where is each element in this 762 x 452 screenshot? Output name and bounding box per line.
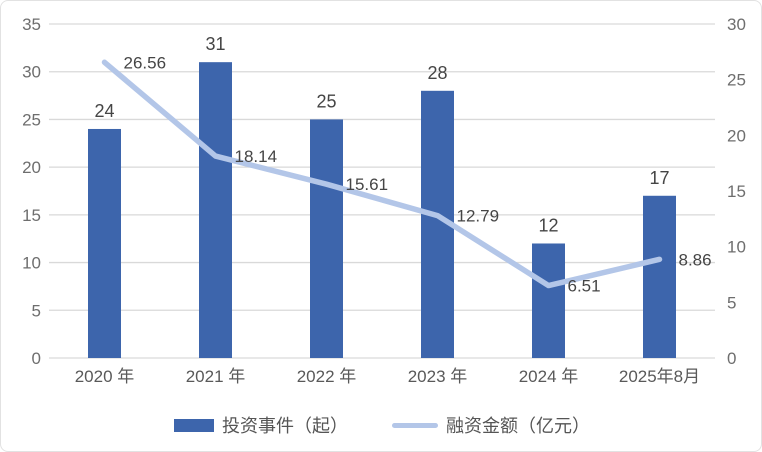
x-axis-category-label: 2020 年 — [75, 367, 135, 386]
legend-item-bar-series: 投资事件（起） — [174, 412, 348, 438]
bar-data-label: 28 — [427, 63, 447, 83]
bar-data-label: 24 — [94, 101, 114, 121]
line-data-label: 8.86 — [679, 250, 712, 269]
left-axis-tick-label: 15 — [22, 206, 41, 225]
line-data-label: 26.56 — [124, 53, 167, 72]
line-data-label: 12.79 — [457, 207, 500, 226]
right-axis-tick-label: 10 — [727, 238, 746, 257]
legend-item-line-series: 融资金额（亿元） — [392, 412, 590, 438]
x-axis-category-label: 2023 年 — [408, 367, 468, 386]
legend-bar-label: 投资事件（起） — [222, 416, 348, 436]
x-axis-category-label: 2024 年 — [519, 367, 579, 386]
left-axis-tick-label: 35 — [22, 15, 41, 34]
right-axis-tick-label: 5 — [727, 293, 736, 312]
line-data-label: 15.61 — [346, 175, 389, 194]
chart-svg: 0 5 10 15 20 25 30 35 0 5 10 15 20 25 30 24 31 25 28 12 17 26… — [22, 15, 746, 386]
left-axis-tick-label: 20 — [22, 158, 41, 177]
line-data-label: 6.51 — [568, 277, 601, 296]
bar — [643, 195, 676, 358]
bar — [88, 128, 121, 358]
right-axis-tick-label: 0 — [727, 349, 736, 368]
bar-data-label: 17 — [649, 168, 669, 188]
line-series-swatch-icon — [392, 422, 438, 428]
left-axis-tick-label: 30 — [22, 63, 41, 82]
right-axis-tick-label: 15 — [727, 182, 746, 201]
left-axis-tick-label: 0 — [32, 349, 41, 368]
right-axis-tick-label: 25 — [727, 71, 746, 90]
right-axis-tick-label: 20 — [727, 126, 746, 145]
line-series — [101, 59, 663, 289]
bar-data-label: 31 — [205, 34, 225, 54]
bar-data-label: 12 — [538, 215, 558, 235]
legend: 投资事件（起） 融资金额（亿元） — [1, 409, 761, 441]
right-axis-tick-label: 30 — [727, 15, 746, 34]
line-data-label: 18.14 — [235, 147, 278, 166]
bar — [199, 62, 232, 359]
bar — [532, 243, 565, 358]
bar-data-label: 25 — [316, 91, 336, 111]
x-axis-category-label: 2025年8月 — [619, 367, 700, 386]
bar-series-swatch-icon — [174, 418, 214, 432]
bar — [310, 119, 343, 358]
plot-area: 0 5 10 15 20 25 30 35 0 5 10 15 20 25 30 24 31 25 28 12 17 26… — [1, 1, 761, 401]
x-axis-category-label: 2021 年 — [186, 367, 246, 386]
left-axis-tick-label: 5 — [32, 301, 41, 320]
legend-line-label: 融资金额（亿元） — [446, 416, 590, 436]
left-axis-tick-label: 25 — [22, 110, 41, 129]
left-axis-tick-label: 10 — [22, 254, 41, 273]
x-axis-category-label: 2022 年 — [297, 367, 357, 386]
